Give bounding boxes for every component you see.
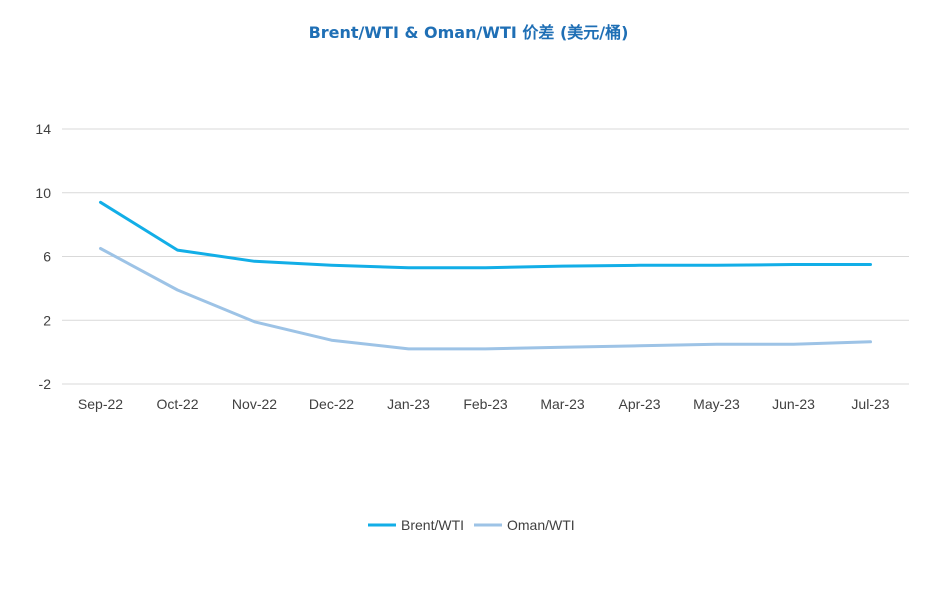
x-tick-label: Nov-22 — [232, 396, 277, 412]
x-axis-ticks: Sep-22 Oct-22 Nov-22 Dec-22 Jan-23 Feb-23 Mar-… — [78, 396, 890, 412]
legend-label: Brent/WTI — [401, 517, 464, 533]
x-tick-label: May-23 — [693, 396, 740, 412]
y-tick-label: -2 — [39, 376, 52, 392]
x-tick-label: Sep-22 — [78, 396, 123, 412]
legend[interactable]: Brent/WTI Oman/WTI — [368, 517, 575, 533]
x-tick-label: Jan-23 — [387, 396, 430, 412]
legend-label: Oman/WTI — [507, 517, 575, 533]
y-tick-label: 6 — [43, 249, 51, 265]
x-tick-label: Apr-23 — [618, 396, 660, 412]
legend-item-oman-wti[interactable]: Oman/WTI — [474, 517, 575, 533]
series-line-brent-wti — [99, 200, 872, 270]
x-tick-label: Jun-23 — [772, 396, 815, 412]
y-tick-label: 2 — [43, 312, 51, 328]
x-tick-label: Dec-22 — [309, 396, 354, 412]
y-axis-ticks: -2 2 6 10 14 — [35, 121, 51, 392]
y-tick-label: 14 — [35, 121, 51, 137]
grid-lines — [62, 128, 909, 385]
chart-title: Brent/WTI & Oman/WTI 价差 (美元/桶) — [308, 23, 629, 42]
x-tick-label: Mar-23 — [540, 396, 585, 412]
x-tick-label: Oct-22 — [156, 396, 198, 412]
series-line-oman-wti — [99, 247, 872, 351]
y-tick-label: 10 — [35, 185, 51, 201]
x-tick-label: Feb-23 — [463, 396, 508, 412]
x-tick-label: Jul-23 — [851, 396, 889, 412]
legend-item-brent-wti[interactable]: Brent/WTI — [368, 517, 464, 533]
series-lines — [99, 200, 872, 351]
